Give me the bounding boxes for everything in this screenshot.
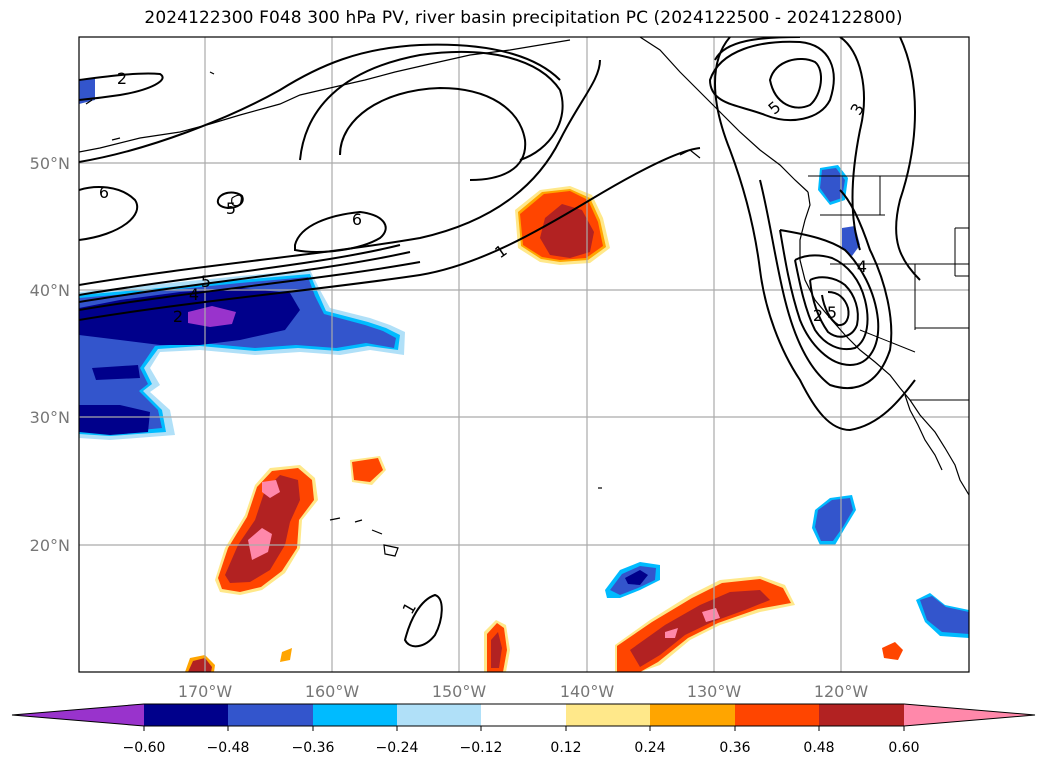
contour-label: 4 [857, 257, 867, 276]
negative-precip-region-north-pacific [79, 78, 405, 440]
lon-label: 170°W [178, 682, 233, 701]
map-title: 2024122300 F048 300 hPa PV, river basin … [144, 8, 903, 28]
pv-contours [79, 37, 921, 648]
latitude-labels: 50°N 40°N 30°N 20°N [30, 154, 70, 555]
contour-label: 5 [201, 272, 211, 291]
graticule [79, 37, 969, 672]
colorbar-tick-label: 0.48 [803, 740, 834, 756]
coastlines [79, 37, 969, 557]
colorbar-segment [566, 704, 650, 726]
positive-precip-region-south [185, 576, 903, 672]
contour-label: 6 [352, 210, 362, 229]
colorbar [11, 703, 1036, 731]
colorbar-tick-label: −0.48 [207, 740, 250, 756]
colorbar-tick-label: 0.60 [888, 740, 919, 756]
contour-label: 5 [827, 303, 837, 322]
lat-label: 30°N [30, 408, 70, 427]
colorbar-tick-label: 0.36 [719, 740, 750, 756]
contour-label: 5 [226, 199, 236, 218]
longitude-labels: 170°W 160°W 150°W 140°W 130°W 120°W [178, 682, 869, 701]
map-area: 2 6 5 6 5 4 2 1 1 5 3 4 2 5 [79, 37, 969, 672]
colorbar-tick-label: −0.60 [123, 740, 166, 756]
colorbar-tick-label: −0.24 [376, 740, 419, 756]
map-frame [78, 36, 970, 673]
lon-label: 160°W [305, 682, 360, 701]
colorbar-segment [481, 704, 566, 726]
colorbar-tick-label: 0.24 [634, 740, 665, 756]
contour-label: 4 [189, 285, 199, 304]
colorbar-tick-label: −0.12 [460, 740, 503, 756]
lat-label: 20°N [30, 536, 70, 555]
colorbar-segment [735, 704, 819, 726]
colorbar-segment [397, 704, 481, 726]
contour-label: 2 [117, 69, 127, 88]
lon-label: 130°W [687, 682, 742, 701]
lon-label: 140°W [560, 682, 615, 701]
colorbar-tick-labels: −0.60 −0.48 −0.36 −0.24 −0.12 0.12 0.24 … [123, 740, 920, 756]
lon-label: 120°W [814, 682, 869, 701]
political-borders [808, 175, 969, 401]
contour-label: 6 [99, 183, 109, 202]
positive-precip-region-hawaii [215, 456, 386, 662]
colorbar-segment [144, 704, 228, 726]
colorbar-extend-max [904, 704, 1035, 726]
lon-label: 150°W [432, 682, 487, 701]
colorbar-segment [313, 704, 397, 726]
positive-precip-region-gulf [515, 186, 610, 265]
lat-label: 40°N [30, 281, 70, 300]
contour-label: 2 [173, 307, 183, 326]
colorbar-extend-min [12, 704, 144, 726]
colorbar-segment [650, 704, 735, 726]
colorbar-tick-label: 0.12 [550, 740, 581, 756]
lat-label: 50°N [30, 154, 70, 173]
colorbar-segment [819, 704, 904, 726]
colorbar-tick-label: −0.36 [292, 740, 335, 756]
colorbar-segment [228, 704, 313, 726]
contour-label: 2 [813, 306, 823, 325]
